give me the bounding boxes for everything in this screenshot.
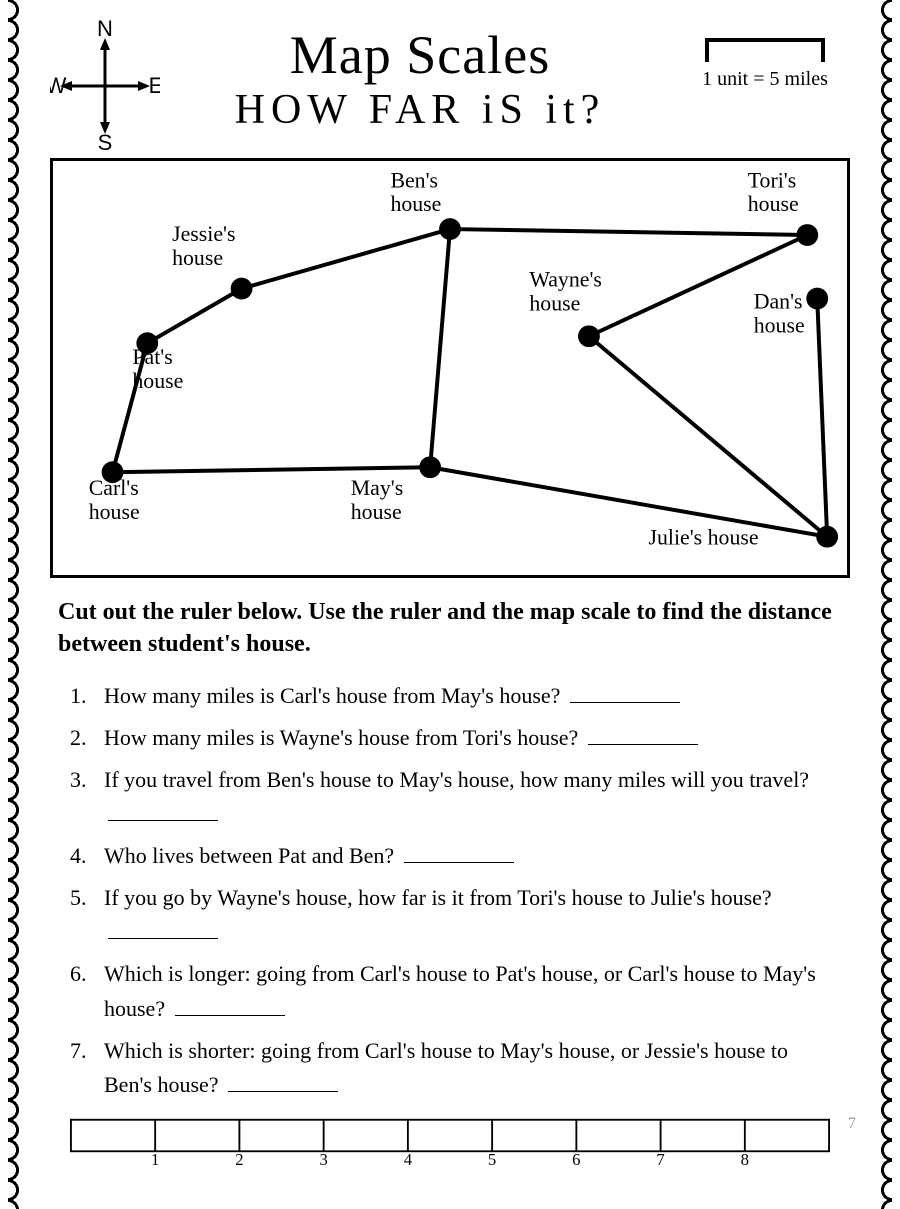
map-node-label: house: [529, 291, 580, 315]
map-node-label: Julie's house: [649, 526, 759, 550]
map-node: [419, 456, 441, 478]
question-row: 3.If you travel from Ben's house to May'…: [70, 763, 830, 831]
question-number: 6.: [70, 957, 104, 1025]
question-row: 5.If you go by Wayne's house, how far is…: [70, 881, 830, 949]
map-node-label: house: [390, 192, 441, 216]
question-text: Who lives between Pat and Ben?: [104, 839, 830, 873]
map-node-label: Wayne's: [529, 268, 602, 292]
answer-blank[interactable]: [588, 725, 698, 745]
scale-bracket-icon: [705, 38, 825, 62]
ruler-tick-label: 5: [488, 1150, 496, 1169]
ruler-outline: [71, 1120, 829, 1152]
ruler-tick-label: 1: [151, 1150, 159, 1169]
compass-e: E: [149, 73, 160, 98]
question-text: How many miles is Wayne's house from Tor…: [104, 721, 830, 755]
map-node-label: Carl's: [89, 476, 139, 500]
question-row: 6.Which is longer: going from Carl's hou…: [70, 957, 830, 1025]
scale-legend: 1 unit = 5 miles: [680, 20, 850, 91]
map-node: [806, 288, 828, 310]
ruler-tick-label: 4: [404, 1150, 413, 1169]
answer-blank[interactable]: [228, 1072, 338, 1092]
question-list: 1.How many miles is Carl's house from Ma…: [70, 679, 830, 1102]
map-node-label: Dan's: [754, 289, 803, 313]
ruler-tick-label: 6: [572, 1150, 580, 1169]
map-node-label: house: [748, 192, 799, 216]
decorative-border-left: [8, 0, 28, 1209]
map-node: [796, 224, 818, 246]
map-edge: [430, 467, 827, 536]
map-edge: [147, 289, 241, 344]
question-text: Which is longer: going from Carl's house…: [104, 957, 830, 1025]
question-text: If you go by Wayne's house, how far is i…: [104, 881, 830, 949]
map-node-label: May's: [351, 476, 403, 500]
scale-text: 1 unit = 5 miles: [680, 68, 850, 91]
answer-blank[interactable]: [108, 801, 218, 821]
map-node-label: house: [351, 500, 402, 524]
question-number: 1.: [70, 679, 104, 713]
map-edge: [113, 467, 431, 472]
map-node-label: Pat's: [132, 345, 172, 369]
compass-n: N: [97, 20, 113, 41]
map-node-label: Ben's: [390, 168, 438, 192]
question-text: If you travel from Ben's house to May's …: [104, 763, 830, 831]
header-row: N S W E Map Scales HOW FAR iS it? 1 unit…: [40, 20, 860, 150]
ruler-svg: 1 2 3 4 5 6 7 8: [70, 1112, 830, 1172]
ruler-tick-label: 2: [235, 1150, 243, 1169]
map-node-label: house: [89, 500, 140, 524]
worksheet-page: N S W E Map Scales HOW FAR iS it? 1 unit…: [0, 0, 900, 1209]
title-block: Map Scales HOW FAR iS it?: [160, 20, 680, 134]
page-title: Map Scales: [160, 24, 680, 86]
map-node: [578, 325, 600, 347]
map-node-label: Tori's: [748, 168, 796, 192]
compass-rose: N S W E: [50, 20, 160, 150]
map-edge: [817, 299, 827, 537]
answer-blank[interactable]: [108, 920, 218, 940]
map-diagram: Ben'shouseTori'shouseJessie'shouseWayne'…: [50, 158, 850, 578]
map-node: [439, 218, 461, 240]
ruler-tick-label: 3: [319, 1150, 327, 1169]
question-number: 2.: [70, 721, 104, 755]
question-row: 2.How many miles is Wayne's house from T…: [70, 721, 830, 755]
compass-w: W: [50, 73, 67, 98]
answer-blank[interactable]: [570, 683, 680, 703]
compass-s: S: [98, 130, 113, 150]
map-node: [231, 278, 253, 300]
map-node-label: house: [132, 369, 183, 393]
map-node-label: Jessie's: [172, 222, 235, 246]
question-row: 1.How many miles is Carl's house from Ma…: [70, 679, 830, 713]
map-node: [816, 526, 838, 548]
answer-blank[interactable]: [175, 996, 285, 1016]
question-row: 7.Which is shorter: going from Carl's ho…: [70, 1034, 830, 1102]
ruler-tick-label: 7: [656, 1150, 664, 1169]
question-number: 3.: [70, 763, 104, 831]
page-number: 7: [848, 1115, 856, 1133]
map-edge: [450, 229, 807, 235]
question-number: 4.: [70, 839, 104, 873]
map-svg: Ben'shouseTori'shouseJessie'shouseWayne'…: [53, 161, 847, 575]
question-row: 4.Who lives between Pat and Ben?: [70, 839, 830, 873]
map-node-label: house: [172, 246, 223, 270]
page-subtitle: HOW FAR iS it?: [160, 86, 680, 134]
map-edge: [589, 336, 827, 536]
ruler-tick-label: 8: [741, 1150, 749, 1169]
question-number: 5.: [70, 881, 104, 949]
question-number: 7.: [70, 1034, 104, 1102]
map-node-label: house: [754, 313, 805, 337]
question-text: Which is shorter: going from Carl's hous…: [104, 1034, 830, 1102]
instructions-text: Cut out the ruler below. Use the ruler a…: [58, 596, 842, 661]
map-edge: [242, 229, 450, 289]
ruler-cutout: 1 2 3 4 5 6 7 8: [70, 1112, 830, 1172]
question-text: How many miles is Carl's house from May'…: [104, 679, 830, 713]
answer-blank[interactable]: [404, 843, 514, 863]
decorative-border-right: [872, 0, 892, 1209]
map-edge: [430, 229, 450, 467]
